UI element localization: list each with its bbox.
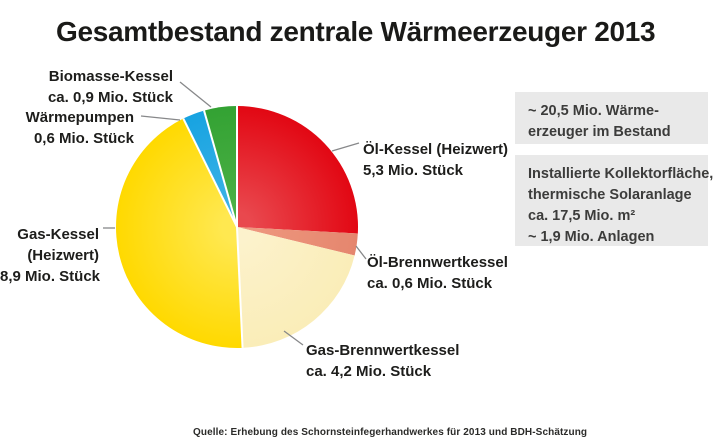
page-title: Gesamtbestand zentrale Wärmeerzeuger 201…: [56, 16, 656, 47]
pie-label-gas-brennwertkessel: Gas-Brennwertkessel ca. 4,2 Mio. Stück: [306, 340, 459, 382]
info-box-solar-collectors: Installierte Kollektorfläche, thermische…: [515, 155, 714, 246]
pie-label-line: Gas-Kessel: [17, 226, 99, 243]
source-citation: Quelle: Erhebung des Schornsteinfegerhan…: [193, 427, 588, 438]
info-box-line: thermische Solaranlage: [528, 187, 692, 203]
pie-label-line: Gas-Brennwertkessel: [306, 342, 460, 359]
pie-slice--l-kessel-heizwert-: [237, 105, 359, 234]
pie-slice--l-brennwertkessel: [237, 227, 358, 256]
pie-label-line: Biomasse-Kessel: [48, 68, 173, 85]
label-leader-line: [355, 245, 367, 260]
pie-label-line: 5,3 Mio. Stück: [363, 162, 464, 179]
pie-slice-divider: [182, 118, 238, 228]
label-leader-line: [283, 330, 304, 346]
pie-label-line: (Heizwert): [27, 247, 99, 264]
pie-slice-gas-brennwertkessel: [237, 227, 355, 348]
pie-label-line: Wärmepumpen: [25, 109, 134, 126]
label-leader-line: [331, 142, 360, 152]
info-box-line: Installierte Kollektorfläche,: [528, 166, 714, 182]
info-box-total-stock: ~ 20,5 Mio. Wärme- erzeuger im Bestand: [515, 92, 708, 144]
pie-label-oel-brennwertkessel: Öl-Brennwertkessel ca. 0,6 Mio. Stück: [367, 252, 508, 294]
pie-label-line: 8,9 Mio. Stück: [0, 268, 101, 285]
label-leader-line: [140, 115, 181, 121]
pie-label-line: Öl-Kessel (Heizwert): [363, 141, 509, 158]
info-box-line: ca. 17,5 Mio. m²: [528, 208, 636, 224]
info-box-line: ~ 1,9 Mio. Anlagen: [528, 229, 655, 245]
pie-slice-divider: [203, 110, 238, 228]
label-leader-line: [179, 81, 212, 108]
pie-label-line: ca. 0,9 Mio. Stück: [47, 89, 173, 106]
pie-slice-divider: [236, 226, 244, 348]
pie-label-biomasse-kessel: Biomasse-Kessel ca. 0,9 Mio. Stück: [0, 66, 173, 108]
pie-label-line: ca. 4,2 Mio. Stück: [306, 363, 432, 380]
pie-label-waermepumpen: Wärmepumpen 0,6 Mio. Stück: [0, 107, 134, 149]
pie-label-line: 0,6 Mio. Stück: [33, 130, 134, 147]
pie-label-line: Öl-Brennwertkessel: [367, 254, 508, 271]
info-box-line: ~ 20,5 Mio. Wärme-: [528, 103, 659, 119]
pie-label-oel-kessel: Öl-Kessel (Heizwert) 5,3 Mio. Stück: [363, 139, 508, 181]
pie-label-gas-kessel: Gas-Kessel (Heizwert) 8,9 Mio. Stück: [0, 224, 101, 287]
pie-label-line: ca. 0,6 Mio. Stück: [367, 275, 493, 292]
info-box-line: erzeuger im Bestand: [528, 124, 671, 140]
